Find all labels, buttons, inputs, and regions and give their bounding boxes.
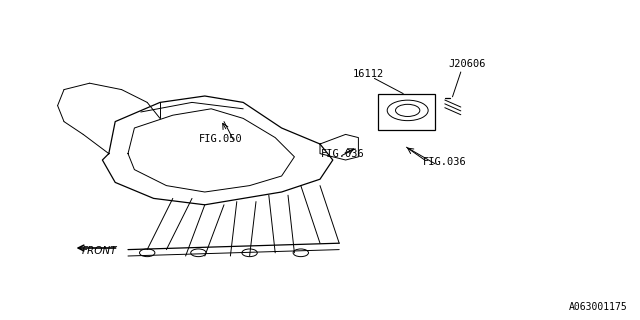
Circle shape [387, 100, 428, 121]
Text: FIG.036: FIG.036 [321, 148, 364, 159]
Text: FIG.050: FIG.050 [199, 134, 243, 144]
Circle shape [140, 249, 155, 257]
Text: A063001175: A063001175 [569, 302, 628, 312]
Text: FRONT: FRONT [81, 246, 117, 256]
Text: FIG.036: FIG.036 [423, 156, 467, 167]
Circle shape [293, 249, 308, 257]
Circle shape [242, 249, 257, 257]
Text: 16112: 16112 [353, 68, 383, 79]
Text: J20606: J20606 [449, 59, 486, 69]
Circle shape [191, 249, 206, 257]
FancyBboxPatch shape [378, 93, 435, 131]
